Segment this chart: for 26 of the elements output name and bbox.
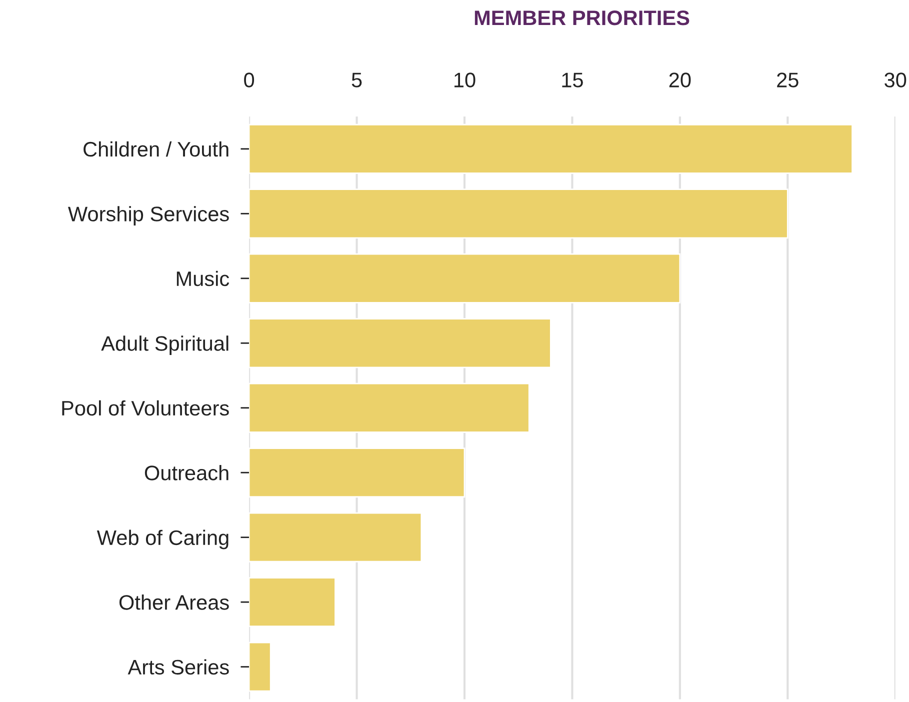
y-tick-label: Other Areas (119, 594, 229, 610)
bar (249, 188, 788, 239)
x-tick-label: 20 (669, 72, 691, 88)
x-tick-label: 25 (777, 72, 798, 88)
bar (249, 253, 681, 304)
bar (249, 642, 272, 692)
bar (249, 382, 530, 433)
x-tick-label: 30 (884, 72, 906, 88)
bar (249, 318, 552, 368)
y-tick-label: Music (176, 270, 230, 286)
bar (249, 448, 466, 498)
x-tick-label: 15 (562, 72, 583, 88)
bar (249, 577, 336, 628)
x-tick-label: 10 (454, 72, 476, 88)
bar (249, 124, 853, 174)
x-tick-label: 0 (244, 72, 254, 88)
chart-title: MEMBER PRIORITIES (474, 10, 690, 26)
x-tick-label: 5 (352, 72, 362, 88)
y-tick-label: Web of Caring (96, 530, 228, 550)
y-tick-label: Pool of Volunteers (62, 400, 229, 416)
y-tick-label: Adult Spiritual (101, 336, 228, 355)
y-tick-label: Children / Youth (84, 141, 228, 157)
y-tick-label: Worship Services (68, 206, 229, 226)
bar (249, 512, 422, 562)
y-tick-label: Arts Series (128, 659, 229, 675)
y-tick-label: Outreach (144, 465, 228, 480)
